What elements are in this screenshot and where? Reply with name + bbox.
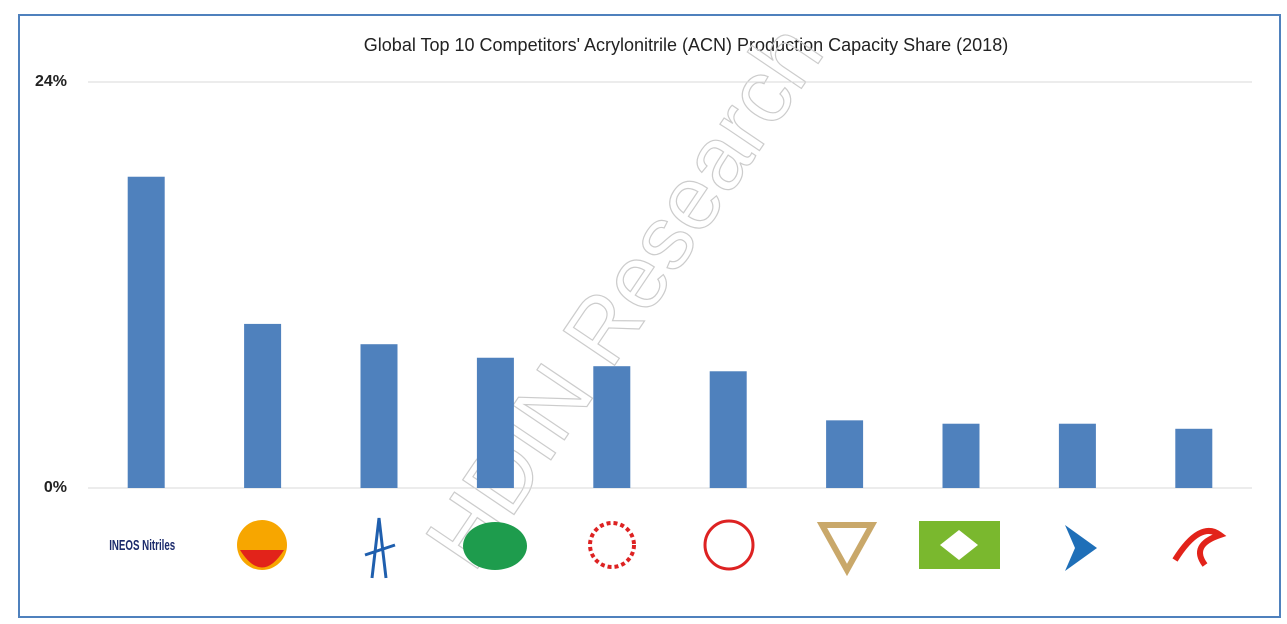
logo xyxy=(240,550,284,568)
logo xyxy=(364,517,396,579)
logo xyxy=(1172,528,1227,567)
x-tick-label: INEOS Nitriles xyxy=(109,537,175,554)
bar xyxy=(476,357,514,488)
logo xyxy=(703,519,755,571)
y-tick-label: 0% xyxy=(44,479,67,496)
bar xyxy=(1175,428,1213,488)
logo xyxy=(463,522,527,570)
bar xyxy=(593,366,631,488)
bar xyxy=(1058,423,1096,488)
bar xyxy=(127,176,165,488)
logo xyxy=(940,530,978,560)
chart-frame xyxy=(18,14,1281,618)
logo xyxy=(816,522,878,577)
bar xyxy=(360,344,398,488)
chart-title: Global Top 10 Competitors' Acrylonitrile… xyxy=(364,35,1008,55)
logo xyxy=(588,521,636,569)
bar xyxy=(709,371,747,488)
y-tick-label: 24% xyxy=(35,73,67,90)
bar xyxy=(244,323,282,488)
bar xyxy=(942,423,980,488)
bar xyxy=(826,420,864,488)
logo xyxy=(1065,525,1097,571)
logos xyxy=(237,517,1227,579)
